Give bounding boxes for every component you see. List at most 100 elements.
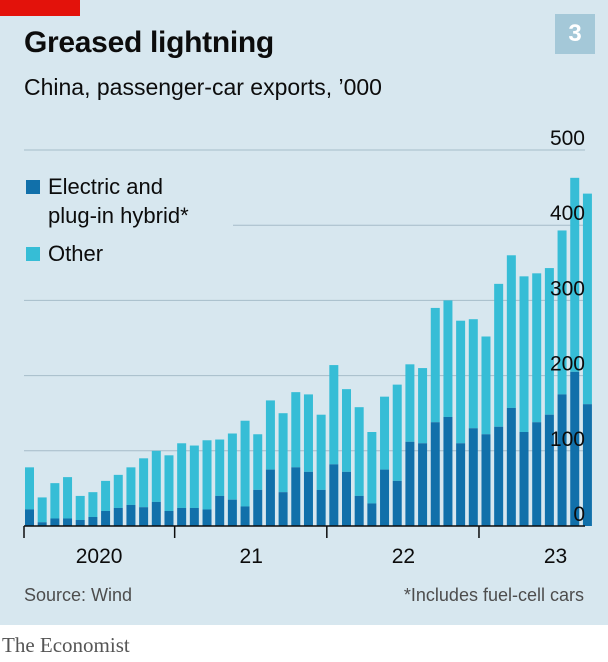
bar-electric (494, 426, 504, 526)
bar-other (50, 483, 60, 519)
bar-electric (164, 510, 174, 526)
bar-other (329, 365, 339, 465)
publisher-name: The Economist (2, 633, 130, 657)
bar-electric (291, 467, 301, 526)
bar-electric (582, 404, 592, 526)
bar-electric (367, 503, 377, 526)
bar-electric (468, 428, 478, 526)
bar-other (240, 420, 250, 507)
legend-swatch-other (26, 247, 40, 261)
bar-electric (63, 518, 73, 526)
bar-electric (342, 471, 351, 526)
bar-other (101, 480, 111, 511)
bar-other (430, 307, 440, 423)
bar-other (532, 273, 542, 423)
bar-electric (544, 414, 554, 526)
bar-other (354, 407, 364, 496)
bar-other (519, 276, 529, 432)
bar-other (278, 413, 288, 493)
bar-electric (240, 506, 250, 526)
bar-other (164, 455, 174, 511)
bar-electric (139, 507, 149, 526)
bar-other (506, 255, 516, 408)
chart-number-badge: 3 (555, 14, 595, 54)
bar-other (342, 389, 351, 472)
bar-other (63, 477, 73, 519)
legend-label-electric: plug-in hybrid* (48, 203, 189, 228)
bar-other (253, 434, 263, 490)
bar-electric (392, 480, 402, 526)
bar-other (126, 467, 136, 505)
bar-other (202, 440, 212, 510)
x-tick-label: 23 (544, 545, 567, 568)
bar-electric (189, 507, 199, 526)
legend-label-electric: Electric and (48, 174, 163, 199)
bar-other (367, 432, 377, 504)
y-tick-label: 0 (573, 503, 585, 526)
bar-other (215, 439, 225, 496)
bar-electric (101, 510, 111, 526)
bar-other (418, 368, 428, 444)
chart-subtitle: China, passenger-car exports, ’000 (24, 74, 382, 100)
bar-other (88, 492, 98, 517)
bar-electric (354, 495, 364, 526)
bar-electric (215, 495, 225, 526)
bar-other (113, 474, 123, 508)
bar-other (291, 392, 301, 468)
bar-other (494, 283, 504, 427)
bar-electric (113, 507, 123, 526)
bar-electric (88, 516, 98, 526)
bar-other (468, 319, 478, 429)
bar-electric (557, 394, 567, 526)
bar-electric (151, 501, 161, 526)
bar-other (151, 450, 161, 502)
x-tick-label: 21 (240, 545, 263, 568)
x-axis: 2020 21 22 23 (23, 525, 585, 568)
bar-electric (418, 443, 428, 526)
bars (25, 177, 592, 526)
legend: Electric and plug-in hybrid* Other (26, 174, 189, 266)
bar-other (557, 230, 567, 395)
bar-other (392, 384, 402, 481)
bar-electric (25, 509, 34, 526)
bar-electric (253, 489, 263, 526)
bar-other (75, 495, 85, 520)
x-tick-label: 2020 (76, 545, 123, 568)
legend-swatch-electric (26, 180, 40, 194)
bar-electric (303, 471, 313, 526)
bar-electric (532, 422, 542, 526)
bar-other (405, 364, 415, 442)
bar-electric (278, 492, 288, 526)
bar-electric (443, 416, 453, 526)
y-tick-label: 300 (550, 277, 585, 300)
y-tick-label: 500 (550, 127, 585, 150)
y-axis-labels: 0 100 200 300 400 500 (550, 127, 585, 526)
bar-other (443, 300, 453, 417)
bar-electric (506, 407, 516, 526)
bar-other (303, 394, 313, 472)
y-tick-label: 100 (550, 428, 585, 451)
source-note: Source: Wind (24, 585, 133, 605)
bar-electric (570, 371, 580, 526)
bar-electric (177, 507, 187, 526)
bar-electric (405, 441, 415, 526)
bar-other (265, 400, 275, 470)
bar-other (227, 433, 237, 500)
bar-other (380, 396, 390, 470)
bar-electric (456, 443, 466, 526)
chart-title: Greased lightning (24, 26, 274, 59)
bar-other (189, 445, 199, 508)
bar-electric (37, 522, 47, 526)
bar-electric (519, 432, 529, 526)
bar-electric (265, 469, 275, 526)
bar-electric (202, 509, 212, 526)
y-tick-label: 400 (550, 202, 585, 225)
bar-electric (75, 519, 85, 526)
bar-electric (316, 489, 326, 526)
bar-electric (50, 518, 60, 526)
bar-other (139, 458, 149, 508)
gridlines (24, 149, 585, 452)
bar-other (544, 268, 554, 415)
legend-label-other: Other (48, 241, 103, 266)
